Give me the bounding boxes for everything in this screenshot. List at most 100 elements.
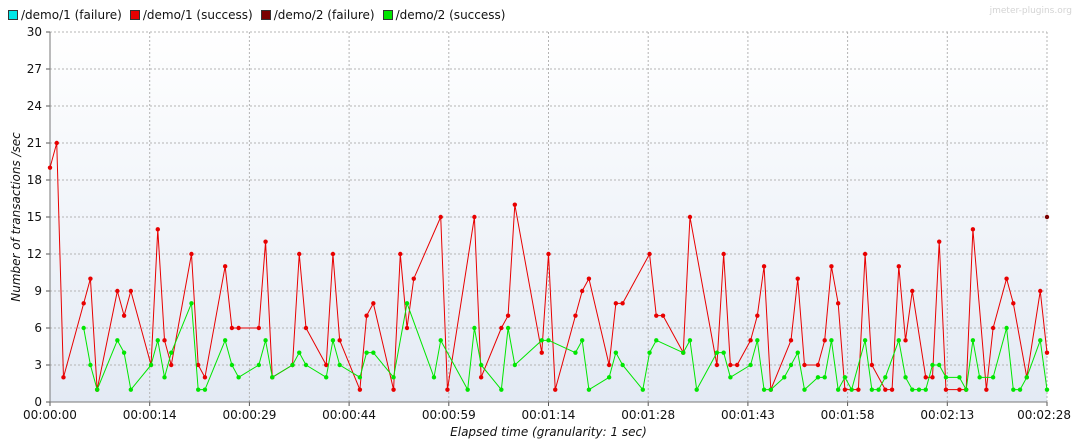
- data-point: [404, 301, 410, 306]
- data-point: [889, 387, 895, 392]
- data-point: [586, 276, 592, 281]
- x-tick-label: 00:00:14: [123, 408, 177, 422]
- data-point: [802, 387, 807, 392]
- data-point: [829, 264, 834, 269]
- data-point: [256, 362, 262, 368]
- data-point: [714, 362, 720, 368]
- data-point: [445, 387, 450, 392]
- data-point: [162, 338, 167, 343]
- data-point: [748, 362, 753, 368]
- x-tick-label: 00:01:43: [721, 408, 775, 422]
- data-point: [270, 375, 275, 380]
- data-point: [714, 350, 720, 355]
- data-point: [930, 375, 935, 380]
- x-tick-label: 00:01:28: [621, 408, 675, 422]
- data-point: [613, 350, 619, 355]
- data-point: [573, 350, 578, 355]
- series-line: [49, 142, 1048, 391]
- data-point: [856, 387, 861, 392]
- data-point: [782, 375, 787, 380]
- data-point: [465, 387, 470, 392]
- y-tick-label: 3: [34, 358, 42, 372]
- data-point: [660, 313, 666, 318]
- data-point: [364, 350, 369, 355]
- data-point: [788, 362, 794, 368]
- data-point: [963, 387, 969, 392]
- data-point: [654, 313, 659, 318]
- data-point: [728, 362, 733, 368]
- data-point: [795, 350, 800, 355]
- data-point: [202, 375, 208, 380]
- data-point: [721, 251, 726, 257]
- data-point: [984, 387, 989, 392]
- data-point: [297, 350, 302, 355]
- data-point: [835, 387, 841, 392]
- data-point: [337, 362, 342, 368]
- data-point: [761, 264, 767, 269]
- data-point: [512, 362, 518, 368]
- data-point: [573, 313, 578, 318]
- data-point: [862, 251, 868, 257]
- legend-label: /demo/1 (failure): [21, 8, 122, 22]
- data-point: [478, 362, 484, 368]
- data-point: [910, 387, 915, 392]
- data-point: [189, 251, 194, 257]
- data-point: [121, 313, 127, 318]
- data-point: [512, 202, 518, 207]
- data-point: [862, 338, 868, 343]
- legend: /demo/1 (failure) /demo/1 (success) /demo/…: [8, 7, 513, 23]
- data-point: [694, 387, 699, 392]
- data-point: [404, 325, 410, 331]
- data-point: [438, 338, 443, 343]
- legend-entry: /demo/1 (success): [129, 8, 253, 22]
- data-point: [579, 288, 585, 294]
- legend-swatch: [8, 10, 18, 20]
- data-point: [431, 375, 437, 380]
- y-tick-label: 15: [27, 210, 42, 224]
- data-point: [505, 313, 511, 318]
- data-point: [755, 338, 760, 343]
- data-point: [1044, 387, 1050, 392]
- data-point: [303, 362, 309, 368]
- data-point: [606, 375, 612, 380]
- data-point: [957, 375, 962, 380]
- x-tick-label: 00:00:44: [322, 408, 376, 422]
- y-axis-label: Number of transactions /sec: [9, 132, 23, 302]
- legend-label: /demo/2 (success): [395, 8, 506, 22]
- data-point: [88, 362, 93, 368]
- data-point: [883, 387, 888, 392]
- data-point: [371, 301, 376, 306]
- legend-entry: /demo/1 (failure): [8, 8, 122, 22]
- data-point: [822, 375, 827, 380]
- data-point: [337, 338, 342, 343]
- axes: 0 3 6 9 12 15 18 21 24 27 30 00:00:00 00:00:14 00:00:…: [23, 25, 1071, 422]
- data-point: [842, 387, 848, 392]
- data-point: [910, 288, 915, 294]
- data-point: [371, 350, 376, 355]
- data-point: [1024, 375, 1029, 380]
- data-point: [687, 214, 693, 220]
- data-point: [937, 239, 942, 244]
- data-point: [330, 251, 336, 257]
- data-point: [472, 214, 477, 220]
- data-point: [196, 362, 201, 368]
- data-point: [229, 325, 235, 331]
- x-tick-label: 00:01:58: [821, 408, 875, 422]
- data-point: [849, 387, 854, 392]
- data-point: [324, 362, 329, 368]
- data-point: [263, 338, 268, 343]
- data-point: [189, 301, 194, 306]
- data-point: [842, 375, 848, 380]
- data-point: [748, 338, 753, 343]
- data-point: [1038, 288, 1043, 294]
- data-point: [869, 387, 875, 392]
- data-point: [553, 387, 558, 392]
- data-point: [788, 338, 794, 343]
- y-tick-label: 18: [27, 173, 42, 187]
- data-point: [647, 251, 652, 257]
- data-point: [438, 214, 443, 220]
- data-point: [802, 362, 807, 368]
- data-point: [613, 301, 619, 306]
- data-point: [896, 264, 901, 269]
- data-point: [81, 301, 86, 306]
